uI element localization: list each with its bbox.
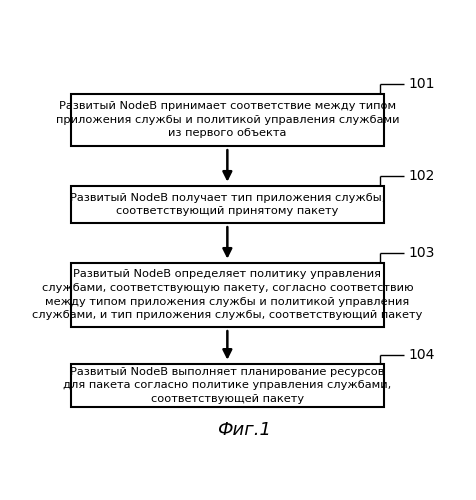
Bar [70, 186, 384, 222]
Text: Фиг.1: Фиг.1 [217, 420, 271, 438]
Bar [70, 263, 384, 326]
Text: 103: 103 [408, 246, 435, 260]
Text: Развитый NodeB определяет политику управления
службами, соответствующую пакету, : Развитый NodeB определяет политику управ… [32, 270, 423, 320]
Text: Развитый NodeB получает тип приложения службы,
соответствующий принятому пакету: Развитый NodeB получает тип приложения с… [69, 192, 385, 216]
Bar [70, 364, 384, 406]
Text: 104: 104 [408, 348, 435, 362]
Text: 101: 101 [408, 77, 435, 91]
Text: 102: 102 [408, 170, 435, 183]
Text: Развитый NodeB выполняет планирование ресурсов
для пакета согласно политике упра: Развитый NodeB выполняет планирование ре… [63, 366, 391, 404]
Text: Развитый NodeB принимает соответствие между типом
приложения службы и политикой : Развитый NodeB принимает соответствие ме… [56, 101, 399, 138]
Bar [70, 94, 384, 146]
